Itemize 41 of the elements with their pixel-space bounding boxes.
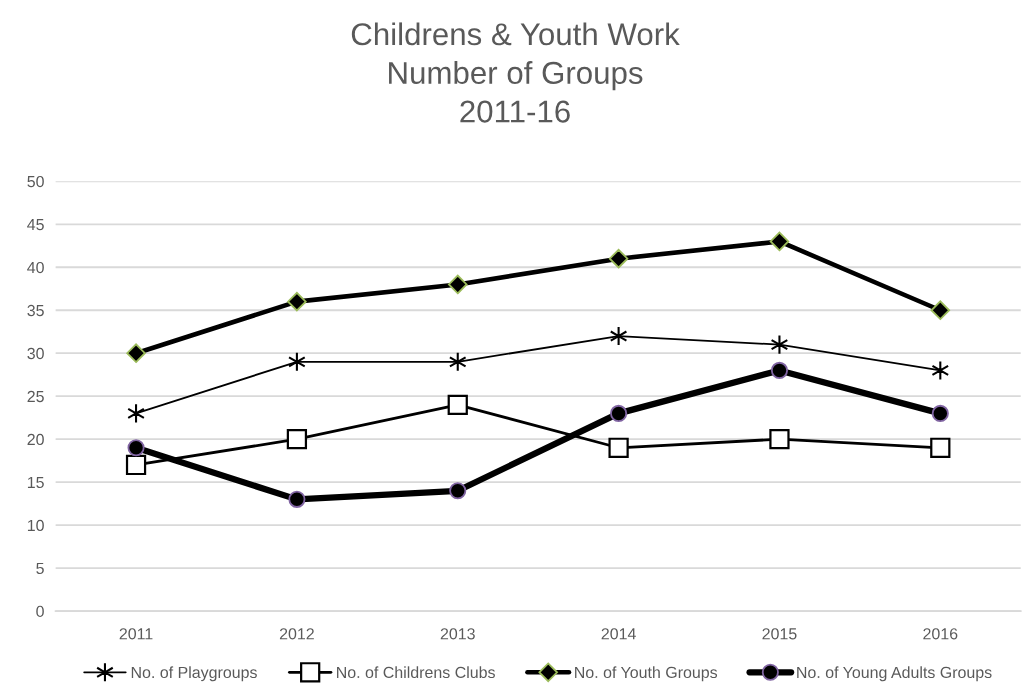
point — [448, 274, 468, 295]
point — [930, 300, 951, 320]
y-tick-label: 25 — [27, 390, 44, 403]
point — [449, 482, 467, 500]
legend-label: No. of Young Adults Groups — [797, 666, 992, 682]
y-tick-label: 0 — [36, 605, 44, 618]
y-tick-label: 5 — [36, 562, 44, 575]
point — [930, 437, 951, 458]
point — [126, 343, 146, 363]
point — [770, 334, 789, 355]
legend-label: No. of Playgroups — [131, 666, 257, 682]
point — [610, 404, 628, 422]
point — [447, 394, 468, 415]
y-tick-label: 20 — [27, 433, 44, 446]
legend-label: No. of Childrens Clubs — [337, 666, 495, 679]
x-tick-label: 2011 — [119, 628, 153, 640]
y-tick-label: 30 — [27, 347, 44, 360]
point — [287, 291, 307, 312]
point — [288, 490, 306, 508]
point — [931, 404, 949, 422]
point — [127, 439, 145, 457]
point — [608, 437, 629, 458]
y-tick-label: 50 — [27, 175, 44, 188]
y-tick-label: 35 — [27, 304, 44, 317]
chart-title: Childrens & Youth Work Number of Groups 2011-16 — [351, 22, 680, 123]
point — [608, 248, 629, 269]
x-tick-label: 2013 — [440, 628, 475, 640]
point — [769, 231, 790, 252]
x-tick-label: 2016 — [923, 628, 958, 640]
y-tick-label: 15 — [27, 476, 44, 489]
x-tick-label: 2014 — [601, 628, 636, 640]
legend-label: No. of Youth Groups — [575, 666, 718, 682]
y-tick-label: 45 — [27, 219, 44, 231]
point — [125, 454, 147, 476]
point — [286, 429, 308, 450]
point — [770, 361, 788, 379]
x-tick-label: 2012 — [279, 628, 314, 640]
y-tick-label: 10 — [27, 519, 44, 532]
x-tick-label: 2015 — [762, 628, 797, 640]
point — [769, 429, 790, 450]
y-tick-label: 40 — [27, 261, 44, 274]
